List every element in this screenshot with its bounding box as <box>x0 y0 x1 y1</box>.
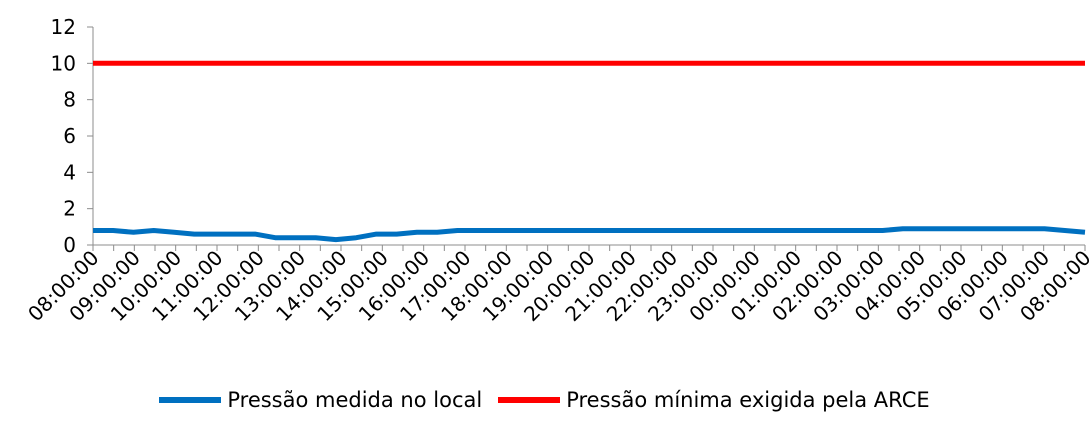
y-axis: 0 2 4 6 8 10 12 <box>51 15 94 257</box>
y-tick-label: 4 <box>63 160 76 184</box>
legend-swatch-minimum <box>498 397 561 403</box>
legend-label-measured: Pressão medida no local <box>227 388 483 412</box>
y-tick-label: 12 <box>51 15 76 39</box>
y-tick-label: 10 <box>51 51 76 75</box>
legend-swatch-measured <box>159 397 222 403</box>
legend-label-minimum: Pressão mínima exigida pela ARCE <box>566 388 930 412</box>
legend: Pressão medida no local Pressão mínima e… <box>0 388 1089 412</box>
series-layer <box>93 60 1086 243</box>
y-tick-label: 8 <box>63 88 76 112</box>
series-line-0 <box>93 226 1086 243</box>
legend-item-minimum: Pressão mínima exigida pela ARCE <box>498 388 930 412</box>
legend-item-measured: Pressão medida no local <box>159 388 482 412</box>
y-tick-label: 6 <box>63 124 76 148</box>
y-tick-label: 0 <box>63 233 76 257</box>
line-chart: 0 2 4 6 8 10 12 08:00:0009:00:0010:00:0011:00:… <box>23 15 1089 326</box>
y-tick-label: 2 <box>63 197 76 221</box>
x-axis: 08:00:0009:00:0010:00:0011:00:0012:00:00… <box>23 244 1089 326</box>
